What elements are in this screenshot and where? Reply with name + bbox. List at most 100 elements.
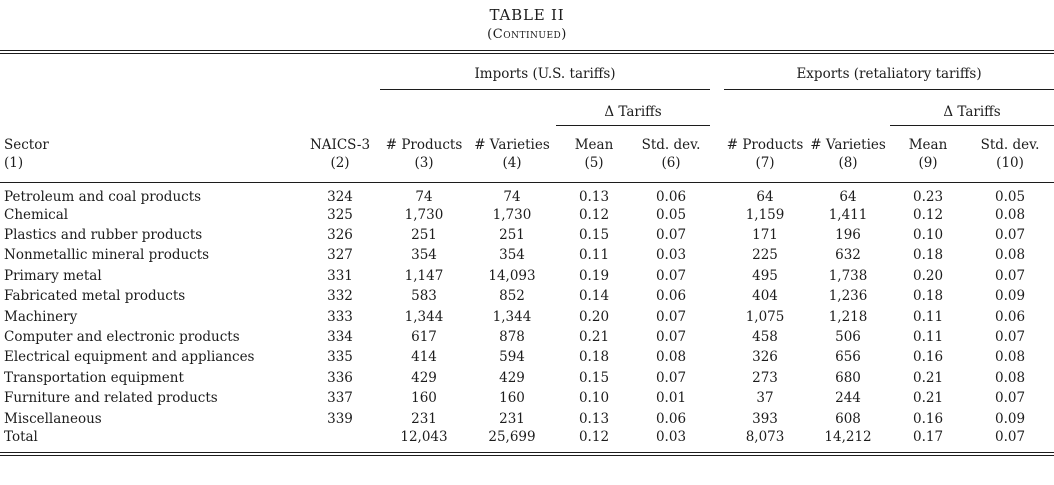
naics-cell: 339: [327, 410, 353, 427]
value-cell: 0.13: [578, 188, 610, 205]
value-cell: 0.21: [912, 390, 944, 407]
value-cell: 0.08: [995, 369, 1026, 386]
value-cell: 1,344: [492, 308, 532, 325]
value-cell: 1,147: [404, 267, 444, 284]
sector-cell: Furniture and related products: [4, 390, 218, 407]
value-cell: 1,236: [828, 288, 868, 305]
value-cell: 617: [411, 329, 437, 346]
value-cell: 458: [752, 329, 778, 346]
table-page: TABLE II (Continued) Imports (U.S. tarif…: [0, 6, 1054, 456]
value-cell: 0.10: [912, 227, 944, 244]
table-row: Petroleum and coal products 324 74 74 0.13 0.…: [0, 182, 1054, 205]
value-cell: 0.06: [655, 410, 687, 427]
table-row: Transportation equipment 336 429 429 0.15 0.0…: [0, 368, 1054, 388]
gap-cell: [710, 429, 724, 452]
col-header-exports-stddev: Std. dev. (10): [966, 125, 1054, 183]
naics-cell: 336: [327, 369, 353, 386]
value-cell: 1,738: [828, 267, 868, 284]
delta-header-empty: [0, 89, 556, 125]
gap-cell: [710, 327, 724, 347]
value-cell: 251: [499, 227, 525, 244]
value-cell: 354: [411, 247, 437, 264]
value-cell: 0.07: [995, 329, 1026, 346]
table-subtitle: (Continued): [487, 27, 567, 42]
value-cell: 0.15: [578, 369, 610, 386]
value-cell: 244: [835, 390, 861, 407]
value-cell: 680: [835, 369, 861, 386]
value-cell: 0.12: [578, 206, 610, 223]
value-cell: 0.03: [655, 428, 687, 445]
col-header-gap: [710, 125, 725, 183]
value-cell: 878: [499, 329, 525, 346]
naics-cell: 327: [327, 247, 353, 264]
value-cell: 0.08: [995, 349, 1026, 366]
value-cell: 0.07: [995, 227, 1026, 244]
value-cell: 0.14: [578, 288, 610, 305]
table-title: TABLE II: [489, 6, 565, 24]
value-cell: 0.15: [578, 227, 610, 244]
value-cell: 64: [756, 188, 774, 205]
value-cell: 12,043: [400, 428, 448, 445]
value-cell: 74: [415, 188, 433, 205]
col-header-imports-stddev: Std. dev. (6): [632, 125, 711, 183]
value-cell: 160: [411, 390, 437, 407]
value-cell: 414: [411, 349, 437, 366]
table-row: Fabricated metal products 332 583 852 0.14 0.…: [0, 286, 1054, 306]
naics-cell: 326: [327, 227, 353, 244]
sector-cell: Chemical: [4, 206, 69, 223]
col-header-imports-mean: Mean (5): [556, 125, 632, 183]
table-row: Chemical 325 1,730 1,730 0.12 0.05 1,159 1,411 0…: [0, 205, 1054, 225]
sector-cell: Computer and electronic products: [4, 329, 240, 346]
table-row: Nonmetallic mineral products 327 354 354 0.1…: [0, 245, 1054, 265]
value-cell: 1,344: [404, 308, 444, 325]
value-cell: 608: [835, 410, 861, 427]
gap-cell: [710, 368, 724, 388]
col-header-imports-varieties: # Varieties (4): [468, 125, 556, 183]
sector-cell: Plastics and rubber products: [4, 227, 203, 244]
col-header-naics: NAICS-3 (2): [300, 125, 380, 183]
naics-cell: [300, 429, 380, 452]
value-cell: 429: [411, 369, 437, 386]
value-cell: 404: [752, 288, 778, 305]
value-cell: 0.07: [655, 308, 687, 325]
value-cell: 495: [752, 267, 778, 284]
value-cell: 506: [835, 329, 861, 346]
value-cell: 0.23: [912, 188, 944, 205]
value-cell: 171: [752, 227, 778, 244]
value-cell: 0.11: [912, 308, 944, 325]
value-cell: 0.12: [578, 428, 610, 445]
value-cell: 0.18: [578, 349, 610, 366]
gap-cell: [710, 205, 724, 225]
col-header-exports-mean: Mean (9): [890, 125, 967, 183]
value-cell: 393: [752, 410, 778, 427]
naics-cell: 337: [327, 390, 353, 407]
value-cell: 0.07: [655, 369, 687, 386]
delta-header-row: Δ Tariffs Δ Tariffs: [0, 89, 1054, 126]
table-row: Computer and electronic products 334 617 87…: [0, 327, 1054, 347]
value-cell: 0.09: [995, 288, 1026, 305]
value-cell: 429: [499, 369, 525, 386]
value-cell: 0.10: [578, 390, 610, 407]
col-header-exports-products: # Products (7): [724, 125, 807, 183]
top-double-rule: [0, 50, 1054, 54]
value-cell: 0.08: [995, 206, 1026, 223]
value-cell: 852: [499, 288, 525, 305]
sector-cell: Machinery: [4, 308, 78, 325]
value-cell: 0.21: [578, 329, 610, 346]
value-cell: 251: [411, 227, 437, 244]
value-cell: 196: [835, 227, 861, 244]
value-cell: 0.20: [912, 267, 944, 284]
value-cell: 656: [835, 349, 861, 366]
value-cell: 0.06: [995, 308, 1026, 325]
value-cell: 1,218: [828, 308, 868, 325]
col-header-sector: Sector (1): [0, 125, 300, 183]
value-cell: 0.12: [912, 206, 944, 223]
table-row: Miscellaneous 339 231 231 0.13 0.06 393 608 0.16…: [0, 408, 1054, 428]
sector-cell: Total: [4, 428, 38, 445]
group-gap: [710, 54, 724, 89]
sector-cell: Petroleum and coal products: [4, 188, 202, 205]
value-cell: 0.11: [578, 247, 610, 264]
value-cell: 0.05: [995, 188, 1026, 205]
value-cell: 0.08: [995, 247, 1026, 264]
exports-group-header: Exports (retaliatory tariffs): [724, 54, 1054, 90]
